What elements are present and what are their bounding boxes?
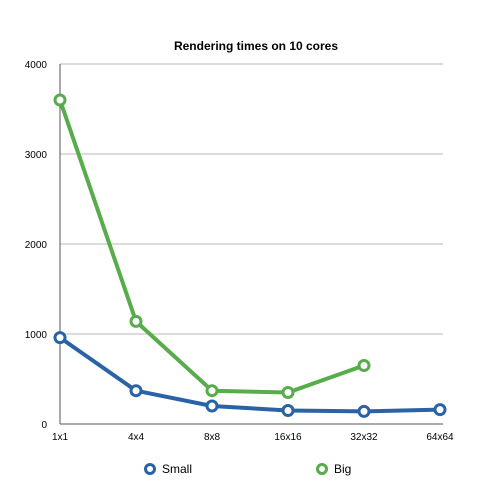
legend: Small Big [144,462,351,476]
x-tick-label: 16x16 [274,432,302,443]
gridlines [60,63,443,335]
legend-item-big: Big [316,462,351,476]
y-tick-label: 1000 [25,330,48,341]
data-point-small [433,403,447,417]
data-point-big [129,314,143,328]
y-tick-label: 0 [41,420,47,431]
y-tick-label: 3000 [25,150,48,161]
x-tick-label: 1x1 [52,432,69,443]
data-point-big [357,359,371,372]
data-point-small [53,331,67,345]
data-point-small [357,404,371,418]
data-point-small [129,384,143,398]
y-tick-label: 2000 [25,240,48,251]
data-point-small [281,404,295,417]
series-big [53,93,371,399]
legend-label: Small [162,462,192,476]
data-point-small [205,399,219,413]
series-line-big [58,98,366,395]
legend-marker-big [316,463,328,475]
legend-marker-small [144,463,156,475]
axes: 0 1000 2000 3000 4000 1x1 4x4 8x8 16x16 32x32 64x6… [25,60,454,443]
legend-label: Big [334,462,351,476]
chart-title: Rendering times on 10 cores [174,39,338,53]
data-point-big [281,386,295,399]
x-tick-label: 32x32 [350,432,378,443]
series-small [53,331,447,418]
x-tick-label: 4x4 [128,432,145,443]
x-tick-label: 64x64 [426,432,454,443]
data-point-big [205,384,219,398]
series-layer [53,93,447,418]
y-tick-label: 4000 [25,60,48,71]
series-line-small [58,335,442,414]
data-point-big [53,93,67,107]
x-tick-label: 8x8 [204,432,221,443]
legend-item-small: Small [144,462,192,476]
